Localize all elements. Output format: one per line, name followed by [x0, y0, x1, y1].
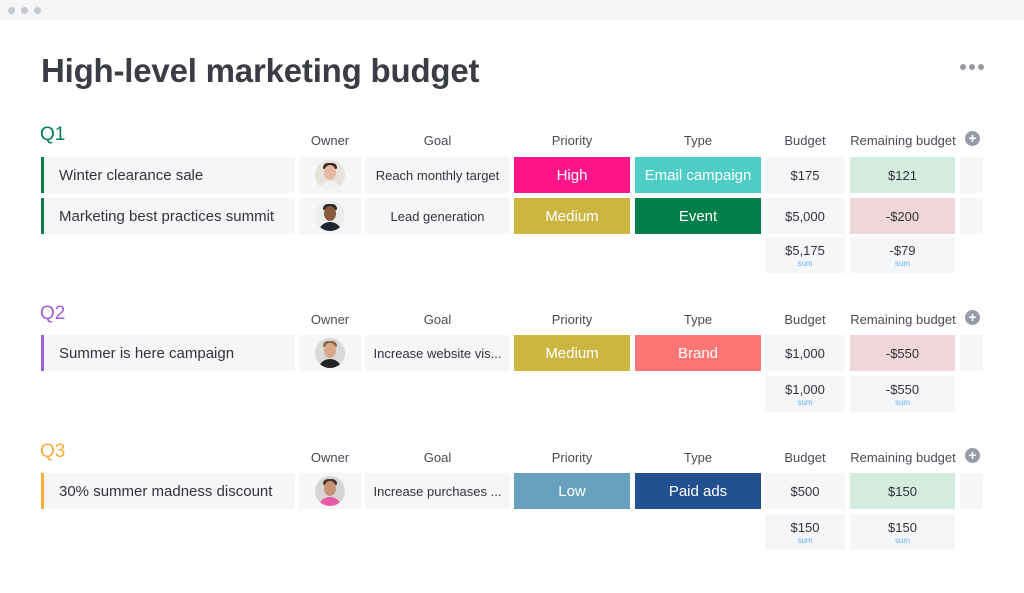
avatar [315, 201, 345, 231]
summary-row: $1,000 sum -$550 sum [0, 376, 1024, 412]
column-header-goal[interactable]: Goal [423, 133, 452, 148]
add-column-button[interactable]: + [965, 448, 980, 463]
plus-circle-icon: + [968, 130, 977, 146]
remaining-sum-value: -$79 [889, 243, 916, 258]
column-header-type[interactable]: Type [683, 133, 713, 148]
type-status[interactable]: Paid ads [635, 473, 761, 509]
owner-cell[interactable] [299, 157, 361, 193]
column-header-remaining-budget[interactable]: Remaining budget [850, 312, 956, 327]
window-dot-icon[interactable] [34, 7, 41, 14]
plus-circle-icon: + [968, 447, 977, 463]
type-status[interactable]: Email campaign [635, 157, 761, 193]
summary-row: $5,175 sum -$79 sum [0, 237, 1024, 273]
item-name[interactable]: Marketing best practices summit [41, 198, 295, 234]
page-title: High-level marketing budget [41, 52, 480, 89]
remaining-sum: -$79 sum [850, 237, 955, 273]
budget-cell[interactable]: $500 [765, 473, 845, 509]
window-dot-icon[interactable] [21, 7, 28, 14]
column-header-budget[interactable]: Budget [784, 133, 826, 148]
more-horizontal-icon [969, 64, 975, 70]
group-title[interactable]: Q1 [40, 124, 66, 145]
budget-sum-value: $150 [790, 520, 820, 535]
sum-label: sum [894, 259, 911, 268]
column-header-owner[interactable]: Owner [310, 450, 350, 465]
remaining-budget-cell[interactable]: -$550 [850, 335, 955, 371]
column-header-owner[interactable]: Owner [310, 133, 350, 148]
column-header-owner[interactable]: Owner [310, 312, 350, 327]
empty-cell[interactable] [960, 335, 983, 371]
more-horizontal-icon [960, 64, 966, 70]
item-name[interactable]: Summer is here campaign [41, 335, 295, 371]
priority-status[interactable]: Low [514, 473, 630, 509]
column-header-budget[interactable]: Budget [784, 450, 826, 465]
owner-cell[interactable] [299, 198, 361, 234]
goal-cell[interactable]: Reach monthly target [365, 157, 510, 193]
empty-cell[interactable] [960, 473, 983, 509]
column-header-goal[interactable]: Goal [423, 450, 452, 465]
priority-status[interactable]: Medium [514, 198, 630, 234]
avatar [315, 160, 345, 190]
column-header-type[interactable]: Type [683, 312, 713, 327]
more-horizontal-icon [978, 64, 984, 70]
table-row[interactable]: Winter clearance sale Reach monthly targ… [0, 157, 1024, 193]
item-name[interactable]: Winter clearance sale [41, 157, 295, 193]
table-row[interactable]: Summer is here campaign Increase website… [0, 335, 1024, 371]
add-column-button[interactable]: + [965, 310, 980, 325]
column-header-remaining-budget[interactable]: Remaining budget [850, 133, 956, 148]
table-row[interactable]: 30% summer madness discount Increase pur… [0, 473, 1024, 509]
empty-cell[interactable] [960, 198, 983, 234]
empty-cell[interactable] [960, 157, 983, 193]
owner-cell[interactable] [299, 473, 361, 509]
column-header-priority[interactable]: Priority [551, 133, 593, 148]
group-title[interactable]: Q3 [40, 441, 66, 462]
item-name[interactable]: 30% summer madness discount [41, 473, 295, 509]
budget-sum: $5,175 sum [765, 237, 845, 273]
priority-status[interactable]: Medium [514, 335, 630, 371]
goal-cell[interactable]: Increase website vis... [365, 335, 510, 371]
add-column-button[interactable]: + [965, 131, 980, 146]
remaining-sum: -$550 sum [850, 376, 955, 412]
budget-sum: $1,000 sum [765, 376, 845, 412]
remaining-sum-value: -$550 [885, 382, 920, 397]
remaining-budget-cell[interactable]: $150 [850, 473, 955, 509]
sum-label: sum [894, 536, 911, 545]
owner-cell[interactable] [299, 335, 361, 371]
budget-sum-value: $1,000 [785, 382, 825, 397]
priority-status[interactable]: High [514, 157, 630, 193]
budget-cell[interactable]: $5,000 [765, 198, 845, 234]
remaining-budget-cell[interactable]: -$200 [850, 198, 955, 234]
column-header-priority[interactable]: Priority [551, 312, 593, 327]
goal-cell[interactable]: Increase purchases ... [365, 473, 510, 509]
budget-cell[interactable]: $175 [765, 157, 845, 193]
table-row[interactable]: Marketing best practices summit Lead gen… [0, 198, 1024, 234]
sum-label: sum [797, 259, 813, 268]
remaining-budget-cell[interactable]: $121 [850, 157, 955, 193]
budget-sum: $150 sum [765, 514, 845, 550]
more-options-button[interactable] [960, 64, 986, 74]
goal-cell[interactable]: Lead generation [365, 198, 510, 234]
column-header-remaining-budget[interactable]: Remaining budget [850, 450, 956, 465]
budget-sum-value: $5,175 [785, 243, 825, 258]
summary-row: $150 sum $150 sum [0, 514, 1024, 550]
sum-label: sum [797, 398, 813, 407]
remaining-sum: $150 sum [850, 514, 955, 550]
window-titlebar [0, 0, 1024, 20]
column-header-goal[interactable]: Goal [423, 312, 452, 327]
group-title[interactable]: Q2 [40, 303, 66, 324]
budget-cell[interactable]: $1,000 [765, 335, 845, 371]
sum-label: sum [894, 398, 911, 407]
column-header-budget[interactable]: Budget [784, 312, 826, 327]
column-header-priority[interactable]: Priority [551, 450, 593, 465]
plus-circle-icon: + [968, 309, 977, 325]
sum-label: sum [797, 536, 813, 545]
column-header-type[interactable]: Type [683, 450, 713, 465]
avatar [315, 338, 345, 368]
remaining-sum-value: $150 [888, 520, 917, 535]
avatar [315, 476, 345, 506]
type-status[interactable]: Event [635, 198, 761, 234]
type-status[interactable]: Brand [635, 335, 761, 371]
window-dot-icon[interactable] [8, 7, 15, 14]
